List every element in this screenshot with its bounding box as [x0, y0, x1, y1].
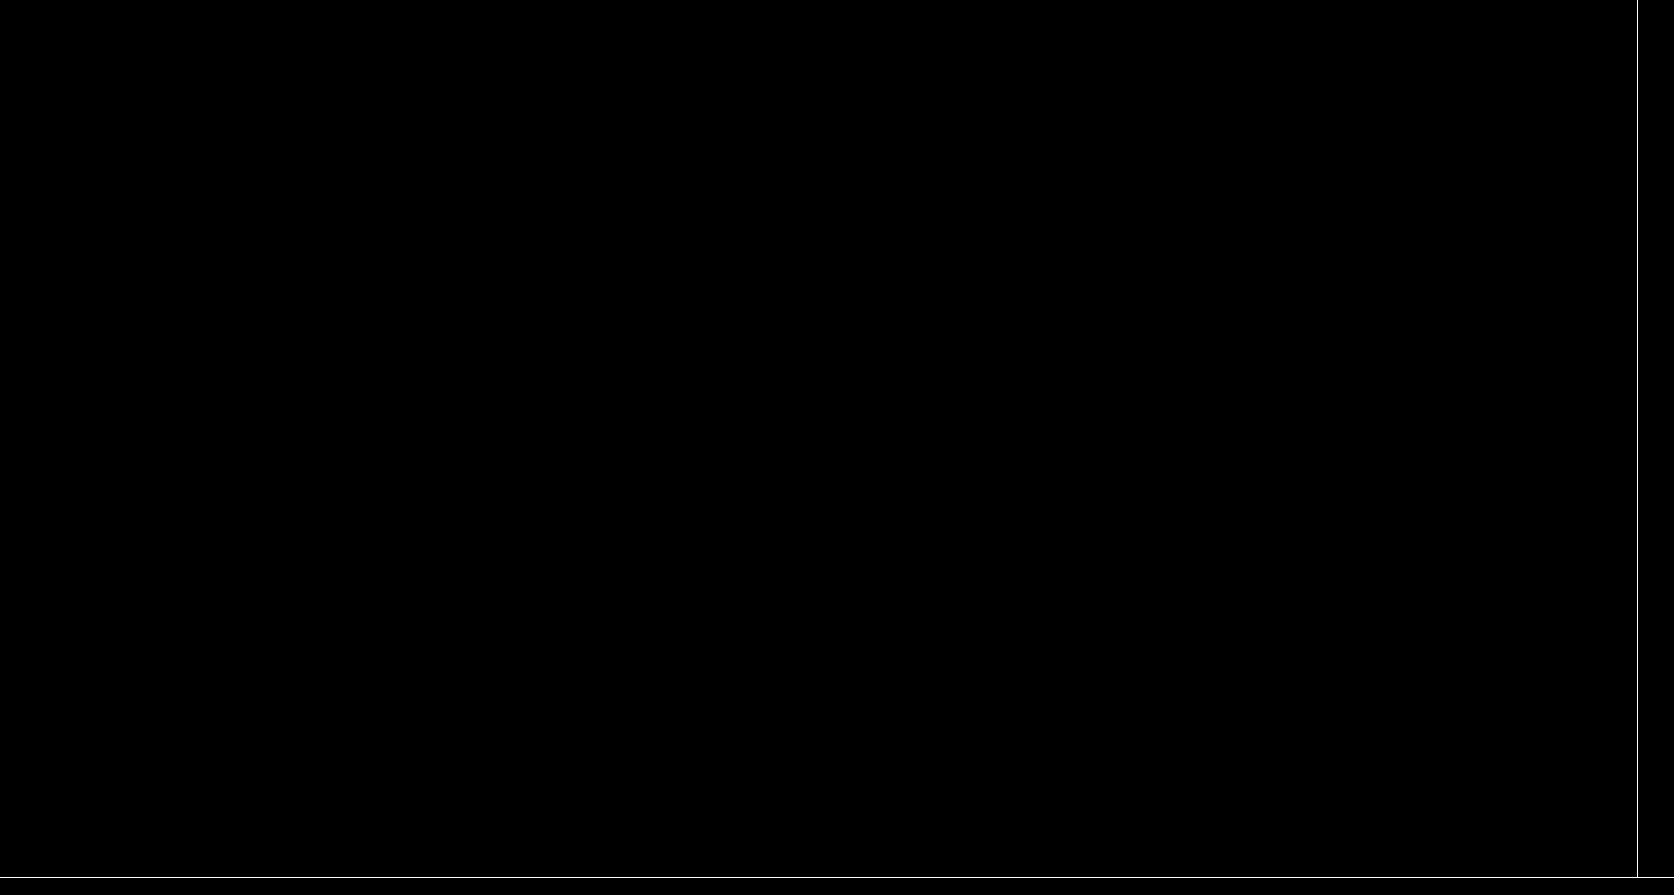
axis-border-bottom	[0, 877, 1674, 878]
axis-border-right	[1637, 0, 1638, 877]
time-axis[interactable]	[0, 878, 1674, 895]
price-chart-canvas[interactable]	[0, 0, 1637, 877]
price-axis[interactable]	[1637, 0, 1674, 877]
